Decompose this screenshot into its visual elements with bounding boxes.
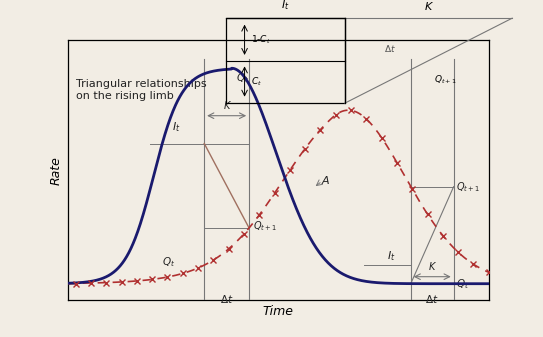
Text: A: A — [321, 176, 329, 186]
Text: $Q_t$: $Q_t$ — [162, 255, 175, 269]
Text: $\Delta t$: $\Delta t$ — [220, 293, 233, 305]
X-axis label: Time: Time — [263, 305, 294, 318]
Y-axis label: Rate: Rate — [49, 156, 62, 185]
Text: $I_t$: $I_t$ — [387, 249, 395, 263]
Text: 1-$C_t$: 1-$C_t$ — [251, 33, 270, 46]
Text: Triangular relationships
on the rising limb: Triangular relationships on the rising l… — [76, 80, 207, 101]
Text: $\Delta t$: $\Delta t$ — [384, 43, 396, 54]
Text: K: K — [429, 262, 435, 272]
Text: $Q_{t+1}$: $Q_{t+1}$ — [434, 73, 457, 86]
Text: K: K — [224, 101, 230, 111]
Text: $Q_t$: $Q_t$ — [236, 71, 249, 85]
Text: $Q_{t+1}$: $Q_{t+1}$ — [253, 219, 277, 233]
Text: $I_t$: $I_t$ — [281, 0, 290, 12]
Text: $Q_{t+1}$: $Q_{t+1}$ — [456, 180, 480, 193]
Text: K: K — [425, 2, 432, 12]
Text: $I_t$: $I_t$ — [172, 120, 180, 134]
Text: $\Delta t$: $\Delta t$ — [426, 293, 439, 305]
Text: $Q_t$: $Q_t$ — [456, 277, 469, 290]
Text: $C_t$: $C_t$ — [251, 75, 262, 88]
